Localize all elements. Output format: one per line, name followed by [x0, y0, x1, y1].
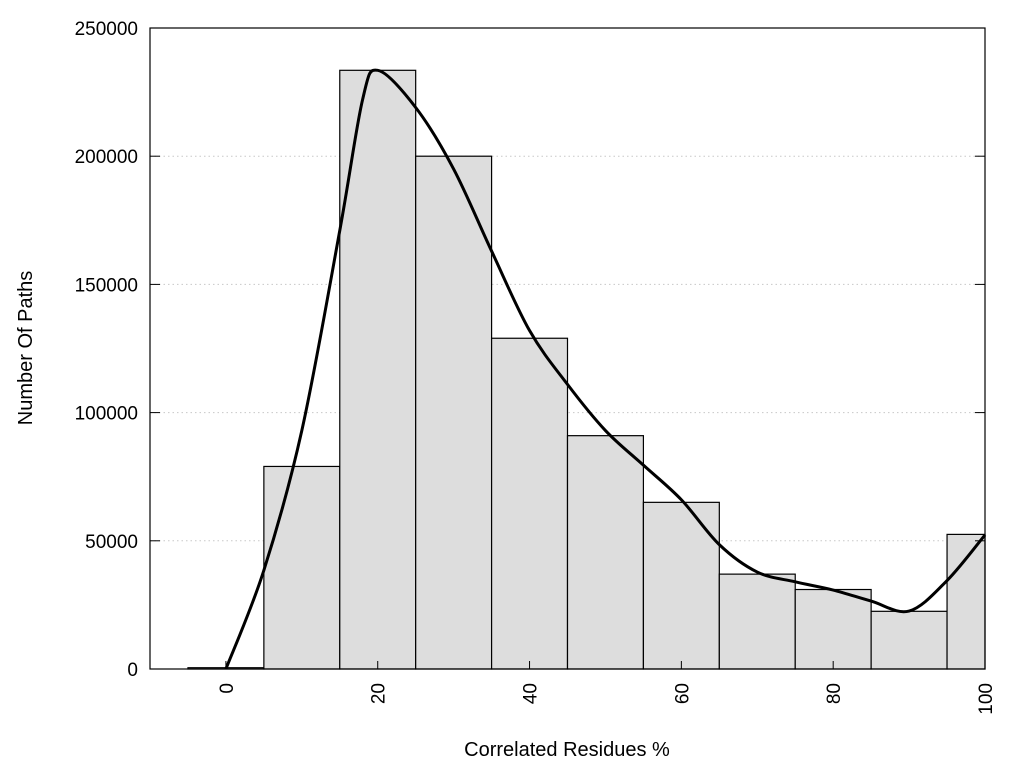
histogram-bar: [794, 588, 872, 670]
plot-frame: [149, 27, 986, 670]
histogram-bar: [415, 155, 493, 670]
x-tick-label: 0: [217, 683, 238, 694]
histogram-bars: [187, 69, 986, 670]
histogram-bar: [946, 533, 986, 670]
x-tick-label: 100: [976, 683, 997, 715]
y-tick-label: 0: [127, 660, 138, 681]
y-tick-label: 250000: [75, 19, 138, 40]
x-axis-label: Correlated Residues %: [464, 739, 670, 761]
x-tick-label: 60: [672, 683, 693, 704]
y-tick-label: 50000: [85, 532, 138, 553]
y-tick-label: 150000: [75, 275, 138, 296]
y-tick-label: 100000: [75, 404, 138, 425]
x-tick-label: 40: [521, 683, 542, 704]
histogram-bar: [263, 465, 341, 670]
y-tick-label: 200000: [75, 147, 138, 168]
histogram-bar: [566, 435, 645, 670]
density-curve: [224, 68, 987, 670]
x-tick-label: 20: [369, 683, 390, 704]
histogram-bar: [718, 573, 796, 670]
histogram-bar: [490, 337, 569, 670]
histogram-bar: [870, 610, 948, 670]
histogram-bar: [642, 501, 720, 670]
x-axis-ticks: 0 20 40 60 80 100: [217, 661, 997, 715]
y-axis-label: Number Of Paths: [15, 271, 37, 426]
y-axis-ticks: 0 50000 100000 150000 200000 250000: [75, 19, 985, 681]
x-tick-label: 80: [824, 683, 845, 704]
